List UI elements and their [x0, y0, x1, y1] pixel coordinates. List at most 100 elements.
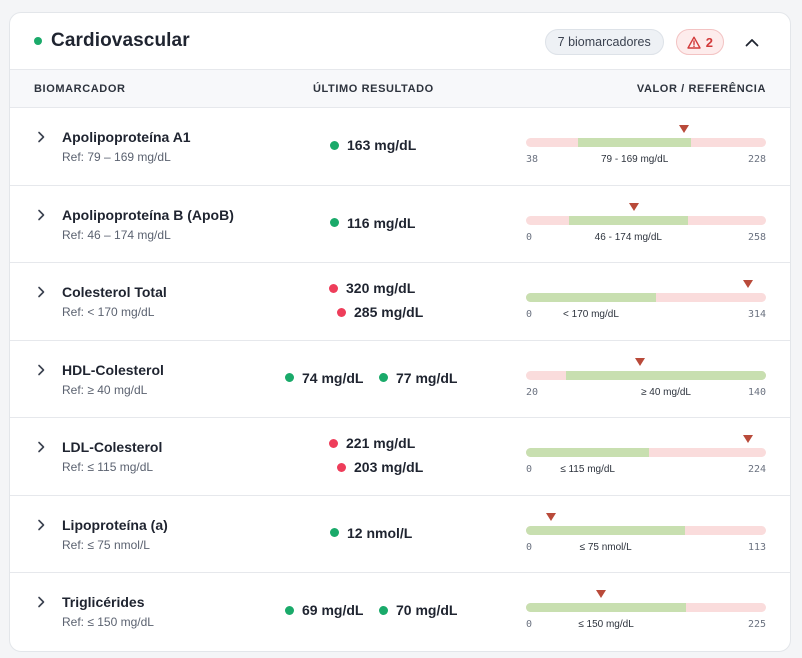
collapse-button[interactable]	[738, 28, 766, 56]
value-marker	[595, 590, 606, 598]
chevron-right-icon[interactable]	[34, 208, 48, 222]
result-values: 74 mg/dL 77 mg/dL	[250, 341, 490, 418]
range-track	[526, 293, 766, 302]
range-label: ≤ 75 nmol/L	[579, 541, 632, 553]
result-value: 203 mg/dL	[337, 459, 423, 475]
result-status-dot	[329, 283, 338, 293]
chevron-right-icon[interactable]	[34, 130, 48, 144]
range-min-label: 38	[526, 154, 539, 165]
chevron-right-icon[interactable]	[34, 285, 48, 299]
reference-range-fill	[577, 138, 692, 147]
range-bar: 0 < 170 mg/dL 314	[526, 263, 766, 340]
result-status-dot	[285, 605, 294, 615]
alert-count: 2	[705, 34, 713, 50]
chevron-up-icon	[745, 38, 759, 46]
panel-header[interactable]: Cardiovascular 7 biomarcadores 2	[10, 13, 790, 70]
biomarker-name: LDL-Colesterol	[62, 439, 163, 455]
biomarker-reference: Ref: ≤ 75 nmol/L	[62, 537, 150, 552]
value-marker	[743, 435, 753, 443]
result-status-dot	[379, 373, 388, 382]
result-status-dot	[337, 462, 346, 472]
result-value: 12 nmol/L	[330, 525, 412, 541]
biomarker-reference: Ref: ≤ 150 mg/dL	[62, 615, 154, 629]
result-values: 163 mg/dL	[250, 108, 490, 185]
chevron-right-icon[interactable]	[34, 518, 48, 532]
reference-range-fill	[566, 370, 766, 380]
range-label: ≤ 115 mg/dL	[560, 464, 615, 475]
result-text: 77 mg/dL	[396, 369, 458, 386]
result-value: 69 mg/dL	[285, 602, 363, 618]
column-header-row: BIOMARCADOR ÚLTIMO RESULTADO VALOR / REF…	[10, 70, 790, 108]
result-text: 12 nmol/L	[347, 524, 413, 541]
chevron-right-icon[interactable]	[34, 440, 48, 454]
biomarker-row[interactable]: Triglicérides Ref: ≤ 150 mg/dL 69 mg/dL 70 …	[10, 573, 790, 651]
biomarker-row[interactable]: Apolipoproteína A1 Ref: 79 – 169 mg/dL 163…	[10, 108, 790, 186]
biomarker-row[interactable]: Lipoproteína (a) Ref: ≤ 75 nmol/L 12 nmol/…	[10, 496, 790, 573]
result-status-dot	[337, 307, 346, 317]
panel-title: Cardiovascular	[51, 30, 190, 51]
reference-range-fill	[526, 525, 686, 535]
biomarker-name: Apolipoproteína B (ApoB)	[62, 206, 234, 223]
result-value: 70 mg/dL	[379, 602, 457, 618]
chevron-right-icon[interactable]	[34, 363, 48, 377]
range-bar: 20 ≥ 40 mg/dL 140	[526, 341, 766, 418]
result-value: 320 mg/dL	[329, 280, 415, 296]
result-text: 116 mg/dL	[347, 214, 416, 231]
result-value: 116 mg/dL	[330, 215, 415, 231]
range-label: 79 - 169 mg/dL	[600, 154, 669, 165]
chevron-right-icon[interactable]	[34, 595, 48, 609]
range-min-label: 0	[526, 541, 533, 553]
range-label: 46 - 174 mg/dL	[594, 231, 662, 243]
biomarker-list: Apolipoproteína A1 Ref: 79 – 169 mg/dL 163…	[10, 108, 790, 651]
result-text: 320 mg/dL	[346, 280, 416, 296]
range-max-label: 113	[747, 541, 766, 553]
result-value: 221 mg/dL	[329, 435, 415, 451]
range-label: < 170 mg/dL	[563, 309, 619, 320]
range-track	[526, 603, 766, 612]
biomarker-row[interactable]: Apolipoproteína B (ApoB) Ref: 46 – 174 mg…	[10, 186, 790, 263]
biomarker-row[interactable]: HDL-Colesterol Ref: ≥ 40 mg/dL 74 mg/dL 77 …	[10, 341, 790, 418]
range-max-label: 225	[747, 619, 766, 630]
range-track	[526, 448, 766, 457]
result-values: 12 nmol/L	[250, 496, 490, 573]
range-label: ≥ 40 mg/dL	[641, 386, 691, 398]
value-marker	[628, 202, 639, 211]
result-values: 116 mg/dL	[250, 186, 490, 263]
biomarker-row[interactable]: LDL-Colesterol Ref: ≤ 115 mg/dL 221 mg/dL 2…	[10, 418, 790, 496]
reference-range-fill	[526, 448, 650, 457]
reference-range-fill	[526, 603, 686, 612]
value-marker	[743, 280, 753, 288]
result-values: 320 mg/dL 285 mg/dL	[250, 263, 490, 340]
alert-badge[interactable]: 2	[675, 29, 724, 55]
range-min-label: 0	[526, 464, 533, 475]
biomarker-reference: Ref: 79 – 169 mg/dL	[62, 150, 171, 164]
biomarker-name: Triglicérides	[62, 594, 145, 610]
biomarker-name: Apolipoproteína A1	[62, 129, 191, 145]
range-bar: 0 ≤ 150 mg/dL 225	[526, 573, 766, 650]
result-status-dot	[285, 373, 294, 382]
range-min-label: 0	[526, 619, 533, 630]
biomarker-reference: Ref: < 170 mg/dL	[62, 305, 155, 319]
range-bar: 0 ≤ 75 nmol/L 113	[526, 496, 766, 573]
range-track	[526, 138, 766, 147]
result-status-dot	[329, 438, 338, 448]
status-dot	[34, 37, 42, 45]
range-max-label: 228	[747, 154, 766, 165]
biomarker-row[interactable]: Colesterol Total Ref: < 170 mg/dL 320 mg/d…	[10, 263, 790, 341]
biomarker-reference: Ref: ≥ 40 mg/dL	[62, 382, 148, 397]
cardiovascular-panel: Cardiovascular 7 biomarcadores 2 BIOMARC…	[9, 12, 791, 652]
result-text: 203 mg/dL	[354, 459, 424, 475]
biomarker-count-badge: 7 biomarcadores	[544, 29, 664, 55]
column-last-result: ÚLTIMO RESULTADO	[313, 83, 434, 95]
column-biomarker: BIOMARCADOR	[34, 83, 126, 95]
range-bar: 38 79 - 169 mg/dL 228	[526, 108, 766, 185]
range-track	[526, 370, 766, 380]
biomarker-name: HDL-Colesterol	[62, 361, 164, 378]
result-text: 70 mg/dL	[396, 602, 458, 618]
result-value: 74 mg/dL	[285, 370, 363, 386]
result-text: 163 mg/dL	[347, 137, 417, 153]
result-value: 77 mg/dL	[379, 370, 457, 386]
column-value-reference: VALOR / REFERÊNCIA	[636, 83, 766, 95]
value-marker	[546, 512, 557, 521]
range-min-label: 20	[526, 386, 539, 398]
